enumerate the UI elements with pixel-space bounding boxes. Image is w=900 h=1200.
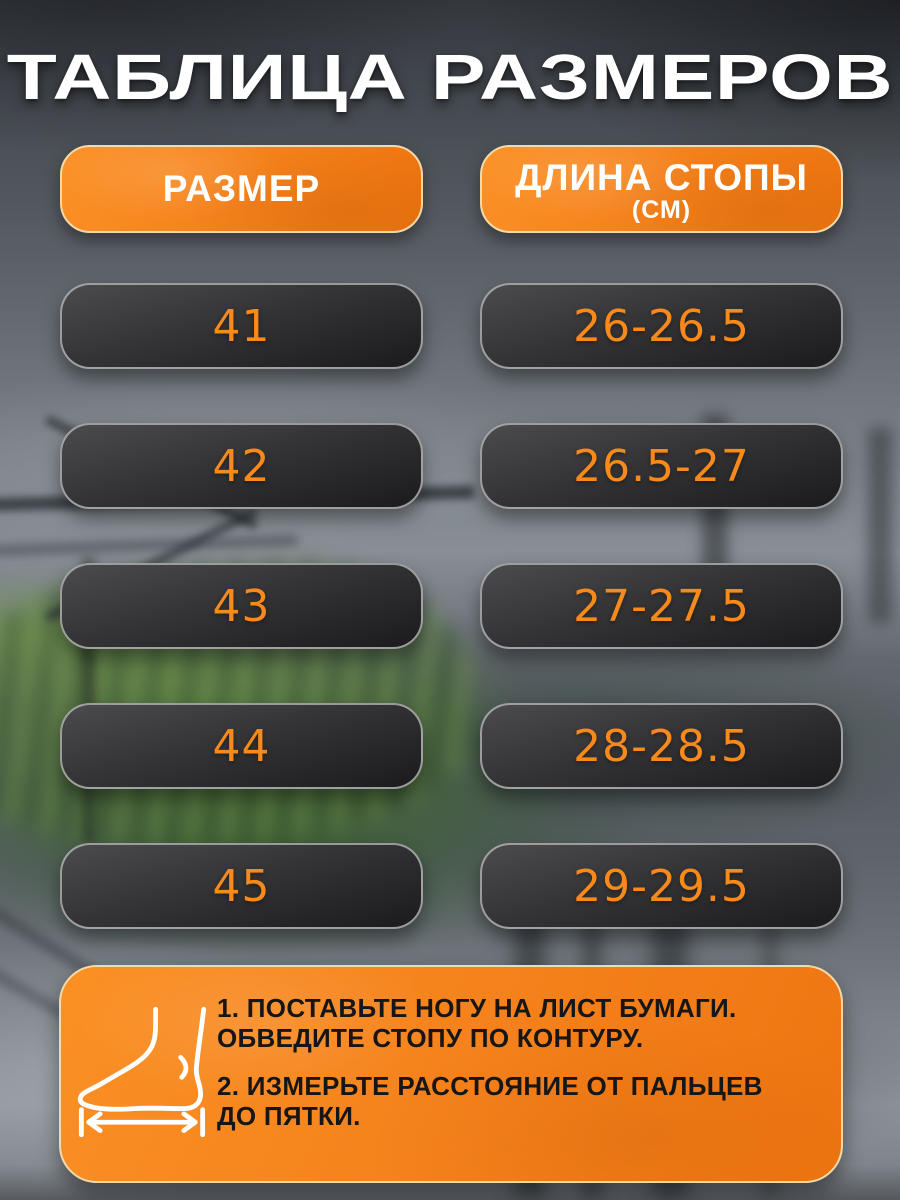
- bg-post: [868, 428, 892, 623]
- size-value: 42: [212, 440, 271, 492]
- table-row-length: 26-26.5: [480, 283, 843, 369]
- instructions-text: 1. ПОСТАВЬТЕ НОГУ НА ЛИСТ БУМАГИ. ОБВЕДИ…: [217, 993, 827, 1131]
- table-row-length: 29-29.5: [480, 843, 843, 929]
- table-row-length: 27-27.5: [480, 563, 843, 649]
- length-header-unit: (СМ): [631, 195, 692, 224]
- size-value: 41: [212, 300, 271, 352]
- length-header-label: ДЛИНА СТОПЫ: [515, 156, 808, 198]
- length-value: 26-26.5: [573, 300, 750, 352]
- instruction-spacer: [217, 1053, 827, 1071]
- table-row-length: 26.5-27: [480, 423, 843, 509]
- bg-fence-rail: [0, 535, 299, 556]
- instruction-line: 2. ИЗМЕРЬТЕ РАССТОЯНИЕ ОТ ПАЛЬЦЕВ: [217, 1071, 763, 1101]
- instruction-line: ДО ПЯТКИ.: [217, 1101, 361, 1131]
- length-value: 28-28.5: [573, 720, 750, 772]
- size-value: 43: [212, 580, 271, 632]
- table-row-length: 28-28.5: [480, 703, 843, 789]
- table-row-size: 44: [60, 703, 423, 789]
- instruction-step-2: 2. ИЗМЕРЬТЕ РАССТОЯНИЕ ОТ ПАЛЬЦЕВ ДО ПЯТ…: [217, 1071, 827, 1131]
- instruction-step-1: 1. ПОСТАВЬТЕ НОГУ НА ЛИСТ БУМАГИ. ОБВЕДИ…: [217, 993, 827, 1053]
- size-header-label: РАЗМЕР: [162, 168, 321, 209]
- size-column-header: РАЗМЕР: [60, 145, 423, 233]
- table-row-size: 43: [60, 563, 423, 649]
- table-row-size: 42: [60, 423, 423, 509]
- foot-measure-icon: [77, 1006, 207, 1137]
- size-value: 45: [212, 860, 271, 912]
- instruction-line: 1. ПОСТАВЬТЕ НОГУ НА ЛИСТ БУМАГИ.: [217, 993, 737, 1023]
- length-column-header: ДЛИНА СТОПЫ (СМ): [480, 145, 843, 233]
- size-value: 44: [212, 720, 271, 772]
- length-value: 29-29.5: [573, 860, 750, 912]
- table-row-size: 41: [60, 283, 423, 369]
- length-value: 26.5-27: [573, 440, 750, 492]
- page-title: ТАБЛИЦА РАЗМЕРОВ: [6, 41, 894, 113]
- instruction-line: ОБВЕДИТЕ СТОПУ ПО КОНТУРУ.: [217, 1023, 644, 1053]
- measure-instructions-card: 1. ПОСТАВЬТЕ НОГУ НА ЛИСТ БУМАГИ. ОБВЕДИ…: [59, 965, 843, 1183]
- table-row-size: 45: [60, 843, 423, 929]
- length-value: 27-27.5: [573, 580, 750, 632]
